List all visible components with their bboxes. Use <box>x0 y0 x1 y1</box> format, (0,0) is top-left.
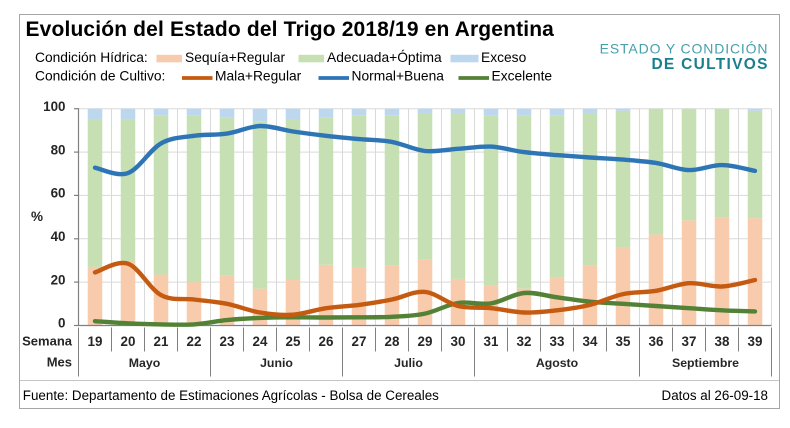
svg-text:38: 38 <box>715 334 730 349</box>
svg-text:Exceso: Exceso <box>481 50 527 65</box>
svg-text:Adecuada+Óptima: Adecuada+Óptima <box>327 49 442 65</box>
svg-text:27: 27 <box>352 334 367 349</box>
svg-text:36: 36 <box>649 334 664 349</box>
svg-text:24: 24 <box>253 334 268 349</box>
svg-text:Normal+Buena: Normal+Buena <box>352 68 445 83</box>
svg-text:37: 37 <box>682 334 697 349</box>
svg-text:Evolución del Estado del Trigo: Evolución del Estado del Trigo 2018/19 e… <box>26 18 555 41</box>
svg-text:32: 32 <box>517 334 532 349</box>
svg-text:Junio: Junio <box>260 356 293 370</box>
svg-text:21: 21 <box>154 334 169 349</box>
svg-text:35: 35 <box>616 334 631 349</box>
svg-text:39: 39 <box>748 334 763 349</box>
svg-text:20: 20 <box>51 272 66 287</box>
svg-text:%: % <box>31 209 43 224</box>
svg-text:Condición de Cultivo:: Condición de Cultivo: <box>35 68 165 83</box>
svg-text:60: 60 <box>51 186 66 201</box>
svg-text:26: 26 <box>319 334 334 349</box>
svg-text:Condición Hídrica:: Condición Hídrica: <box>35 50 148 65</box>
svg-text:34: 34 <box>583 334 598 349</box>
svg-text:22: 22 <box>187 334 202 349</box>
svg-text:Julio: Julio <box>394 356 423 370</box>
svg-text:29: 29 <box>418 334 433 349</box>
svg-text:25: 25 <box>286 334 301 349</box>
svg-text:31: 31 <box>484 334 499 349</box>
svg-text:23: 23 <box>220 334 235 349</box>
svg-text:Datos al 26-09-18: Datos al 26-09-18 <box>662 388 768 403</box>
svg-text:Mes: Mes <box>47 355 72 370</box>
svg-text:80: 80 <box>51 142 66 157</box>
svg-text:30: 30 <box>451 334 466 349</box>
svg-text:Agosto: Agosto <box>536 356 579 370</box>
svg-text:Septiembre: Septiembre <box>672 356 739 370</box>
svg-text:Mayo: Mayo <box>129 356 161 370</box>
svg-text:Fuente: Departamento de Estima: Fuente: Departamento de Estimaciones Agr… <box>23 388 439 403</box>
svg-text:DE CULTIVOS: DE CULTIVOS <box>651 56 768 73</box>
svg-text:40: 40 <box>51 229 66 244</box>
svg-text:19: 19 <box>88 334 103 349</box>
svg-text:Semana: Semana <box>22 334 73 349</box>
svg-text:Mala+Regular: Mala+Regular <box>215 68 302 83</box>
svg-text:0: 0 <box>58 316 65 331</box>
svg-text:Excelente: Excelente <box>492 68 553 83</box>
svg-text:ESTADO Y CONDICIÓN: ESTADO Y CONDICIÓN <box>600 41 769 57</box>
svg-text:28: 28 <box>385 334 400 349</box>
svg-text:20: 20 <box>121 334 136 349</box>
svg-text:Sequía+Regular: Sequía+Regular <box>185 50 286 65</box>
svg-text:33: 33 <box>550 334 565 349</box>
svg-text:100: 100 <box>43 99 65 114</box>
